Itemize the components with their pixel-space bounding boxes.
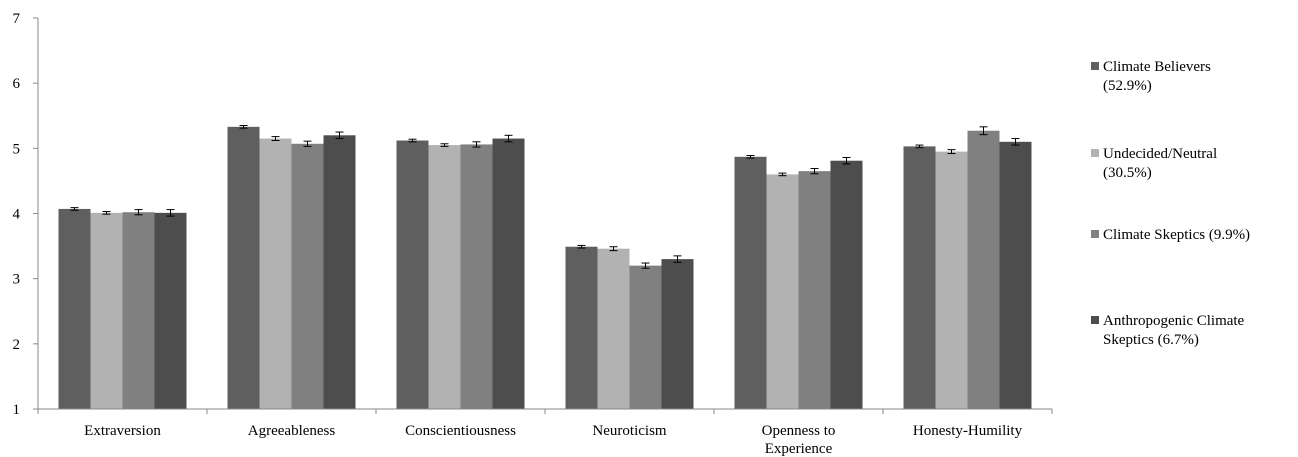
y-tick-label: 6 xyxy=(13,76,21,92)
bar-0-2 xyxy=(396,140,429,409)
legend-label-3: Anthropogenic Climate xyxy=(1103,313,1245,329)
bar-1-4 xyxy=(766,174,799,409)
bar-2-4 xyxy=(798,171,831,409)
legend-label-1: (30.5%) xyxy=(1103,165,1152,181)
x-tick-label: Openness to xyxy=(762,423,836,439)
bar-0-3 xyxy=(565,246,598,409)
bar-3-0 xyxy=(154,212,187,409)
bar-1-5 xyxy=(935,151,968,409)
bar-1-0 xyxy=(90,212,123,409)
legend-swatch-2 xyxy=(1091,230,1099,238)
bar-2-5 xyxy=(967,130,1000,409)
bar-3-5 xyxy=(999,141,1032,410)
legend-label-0: Climate Believers xyxy=(1103,59,1211,75)
x-tick-label: Neuroticism xyxy=(592,423,666,439)
bar-0-1 xyxy=(227,126,260,409)
y-tick-label: 7 xyxy=(13,11,21,27)
bar-1-2 xyxy=(428,145,461,409)
bar-1-3 xyxy=(597,248,630,409)
x-tick-label: Conscientiousness xyxy=(405,423,516,439)
x-tick-label: Agreeableness xyxy=(248,423,336,439)
x-tick-label: Honesty-Humility xyxy=(913,423,1023,439)
bar-0-4 xyxy=(734,156,767,409)
x-tick-label: Extraversion xyxy=(84,423,161,439)
legend-swatch-1 xyxy=(1091,149,1099,157)
bar-2-0 xyxy=(122,212,155,409)
y-tick-label: 4 xyxy=(13,207,21,223)
legend-label-0: (52.9%) xyxy=(1103,78,1152,94)
bar-3-2 xyxy=(492,138,525,409)
legend-label-2: Climate Skeptics (9.9%) xyxy=(1103,227,1250,243)
legend-swatch-0 xyxy=(1091,62,1099,70)
bar-3-1 xyxy=(323,135,356,410)
x-tick-label: Experience xyxy=(765,441,833,457)
bar-3-4 xyxy=(830,160,863,409)
legend-label-3: Skeptics (6.7%) xyxy=(1103,332,1199,348)
y-tick-label: 2 xyxy=(13,337,21,353)
y-tick-label: 3 xyxy=(13,272,21,288)
y-tick-label: 1 xyxy=(13,402,21,418)
legend-swatch-3 xyxy=(1091,316,1099,324)
bar-0-0 xyxy=(58,208,91,409)
bar-2-1 xyxy=(291,143,324,409)
bar-3-3 xyxy=(661,259,694,409)
bar-1-1 xyxy=(259,138,292,409)
y-tick-label: 5 xyxy=(13,141,21,157)
bar-2-2 xyxy=(460,144,493,409)
legend-label-1: Undecided/Neutral xyxy=(1103,146,1217,162)
bar-0-5 xyxy=(903,146,936,409)
bar-2-3 xyxy=(629,265,662,409)
